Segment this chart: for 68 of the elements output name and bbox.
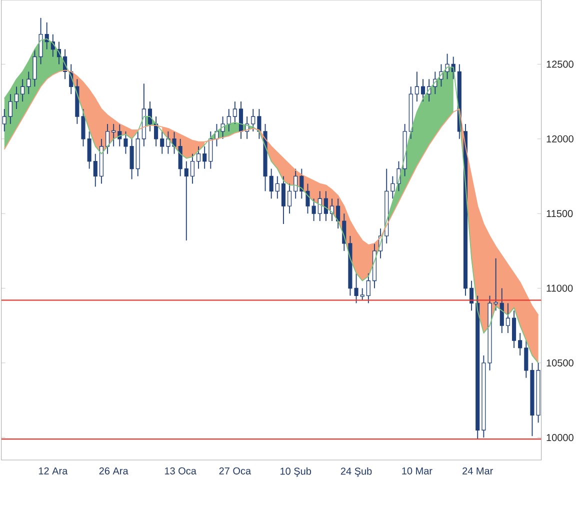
x-tick-label: 10 Mar — [402, 467, 432, 474]
x-tick-label: 26 Ara — [99, 467, 128, 474]
candlestick — [518, 332, 522, 356]
candlestick — [306, 183, 310, 214]
candlestick — [336, 198, 340, 229]
candlestick — [470, 280, 474, 312]
candlestick — [14, 86, 19, 110]
candlestick — [190, 153, 194, 184]
candlestick — [112, 123, 116, 147]
candlestick — [354, 272, 358, 304]
candlestick — [238, 101, 244, 140]
candlestick — [226, 108, 231, 132]
y-tick-label: 12000 — [546, 135, 574, 142]
candlestick — [390, 176, 395, 200]
candlestick — [202, 146, 207, 170]
candlestick — [281, 176, 286, 224]
x-tick-label: 24 Şub — [340, 467, 372, 477]
candlestick — [366, 272, 370, 304]
candlestick — [172, 130, 176, 154]
y-tick-label: 11500 — [546, 210, 573, 218]
candlestick — [214, 123, 219, 147]
candlestick — [178, 138, 182, 177]
candlestick — [124, 130, 128, 154]
candlestick — [220, 116, 225, 140]
candlestick — [93, 153, 98, 188]
candlestick — [251, 108, 256, 132]
candlestick — [8, 94, 12, 124]
candlestick — [294, 168, 298, 200]
x-tick-label: 13 Oca — [164, 467, 196, 474]
y-tick-label: 12500 — [546, 60, 574, 68]
candlestick — [184, 160, 188, 241]
candlestick — [38, 17, 43, 65]
candlestick — [300, 168, 304, 200]
candlestick — [26, 71, 31, 95]
y-tick-label: 10000 — [546, 434, 574, 442]
candlestick — [32, 48, 37, 88]
candlestick — [360, 288, 364, 301]
candlestick — [130, 138, 134, 180]
candlestick — [524, 340, 528, 378]
candlestick — [324, 190, 328, 222]
candlestick — [87, 130, 92, 170]
candlestick — [160, 130, 164, 154]
x-tick-label: 24 Mar — [462, 467, 493, 474]
candlestick — [232, 101, 237, 124]
candlestick — [318, 190, 322, 222]
candlestick — [208, 130, 213, 170]
y-tick-label: 11000 — [546, 284, 573, 292]
x-tick-label: 10 Şub — [280, 467, 312, 477]
candlestick — [420, 78, 426, 102]
candlestick — [494, 258, 498, 312]
candlestick — [257, 108, 262, 140]
candlestick — [105, 123, 110, 154]
candlestick — [288, 183, 292, 214]
candlestick — [312, 198, 316, 222]
candlestick — [196, 146, 201, 170]
candlestick — [414, 71, 419, 102]
candlestick — [81, 108, 86, 147]
candlestick — [20, 78, 25, 102]
x-tick-label: 12 Ara — [38, 467, 68, 474]
y-tick-label: 10500 — [546, 359, 574, 366]
candlestick — [148, 101, 152, 132]
candlestick — [512, 310, 516, 348]
candlestick — [2, 108, 6, 132]
candlestick — [500, 288, 504, 334]
candlestick — [269, 168, 274, 200]
candlestick — [506, 302, 510, 334]
candlestick — [275, 176, 280, 200]
x-tick-label: 27 Oca — [219, 467, 252, 474]
